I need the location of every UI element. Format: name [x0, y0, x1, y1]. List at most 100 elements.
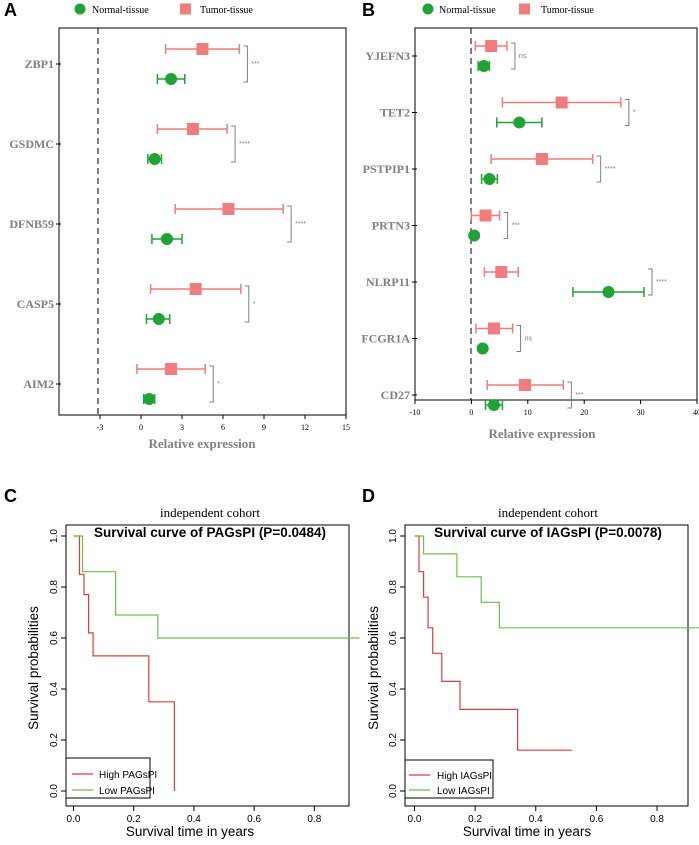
panel-a-xlabel: Relative expression	[149, 436, 257, 451]
panel-c-legend-high-label: High PAGsPI	[99, 770, 157, 781]
legend-a-normal-label: Normal-tissue	[92, 5, 149, 16]
panel-a-marks: -3 0 3 6 9 12 15 ZBP1 *** GSDMC **** DFNB59 **** CASP…	[9, 43, 350, 432]
panel-d-xtick-label: 0.4	[529, 814, 543, 825]
panel-b-category-label: PRTN3	[372, 219, 410, 233]
panel-d-ytick-label: 0.0	[388, 784, 399, 798]
panel-d-plot-frame	[404, 524, 689, 807]
legend-a-tumor-marker	[180, 3, 191, 15]
legend-b-normal-marker	[422, 3, 434, 15]
panel-d-xtick-label: 0.0	[408, 814, 422, 825]
panel-c-plot-frame	[65, 524, 350, 807]
panel-letter-a: A	[4, 0, 17, 20]
panel-c-ylabel: Survival probabilities	[26, 606, 41, 730]
panel-a-sig-bracket	[231, 125, 236, 163]
panel-b-category-label: YJEFN3	[365, 49, 410, 63]
panel-c-ytick-label: 0.2	[49, 733, 60, 747]
panel-c-title: Survival curve of PAGsPI (P=0.0484)	[94, 525, 326, 540]
legend-b-normal-label: Normal-tissue	[439, 5, 496, 16]
panel-b-xtick-label: 40	[693, 408, 699, 417]
panel-a-xtick-label: 0	[139, 423, 143, 432]
panel-b-marks: -10 0 10 20 30 40 YJEFN3 ns TET2 * PSTPIP1 **** PRTN…	[361, 40, 699, 417]
panel-a-tumor-marker	[165, 363, 178, 375]
panel-a-sig-label: *	[253, 301, 256, 308]
panel-b: Normal-tissue Tumor-tissue Relative expr…	[361, 3, 699, 441]
panel-d-high-curve	[414, 535, 573, 751]
panel-b-xtick-label: 10	[524, 408, 532, 417]
panel-b-normal-marker	[483, 173, 496, 185]
panel-d-xtick-label: 0.8	[650, 814, 664, 825]
panel-c-legend-low-label: Low PAGsPI	[99, 786, 155, 797]
panel-a-category-label: GSDMC	[9, 137, 54, 151]
panel-a-frame	[58, 27, 347, 416]
panel-d-legend-high-label: High IAGsPI	[437, 771, 492, 782]
panel-d-legend-box	[404, 759, 494, 799]
panel-d-title: Survival curve of IAGsPI (P=0.0078)	[434, 525, 662, 540]
panel-a-xtick-label: 9	[262, 423, 266, 432]
panel-b-xtick-label: 0	[469, 408, 473, 417]
panel-b-sig-bracket	[596, 155, 602, 183]
panel-d: independent cohort Survival curve of IAG…	[366, 505, 699, 839]
panel-a-xtick-label: 3	[180, 423, 184, 432]
panel-a-normal-marker	[148, 153, 161, 165]
panel-b-sig-label: ****	[605, 166, 616, 173]
panel-c-ytick-label: 0.0	[49, 784, 60, 798]
panel-a-sig-label: ****	[239, 141, 250, 148]
panel-d-legend-low-label: Low IAGsPI	[437, 786, 490, 797]
panel-b-tumor-marker	[487, 322, 500, 335]
panel-d-marks: 0.0 0.2 0.4 0.6 0.8 0.0 0.2 0.4 0.6 0.8 1.0	[388, 529, 699, 825]
panel-b-category-label: PSTPIP1	[363, 162, 410, 176]
panel-d-ytick-label: 0.8	[388, 580, 399, 594]
panel-c-legend-box	[65, 757, 151, 799]
panel-b-normal-marker	[468, 229, 481, 242]
panel-b-category-label: CD27	[381, 388, 410, 402]
panel-c-ytick-label: 0.8	[49, 580, 60, 594]
panel-b-normal-marker	[476, 342, 489, 355]
panel-b-tumor-marker	[555, 96, 568, 109]
panel-b-category-label: TET2	[380, 106, 410, 120]
panel-b-xtick-label: -10	[410, 408, 421, 417]
panel-b-sig-bracket	[503, 212, 509, 239]
panel-b-normal-marker	[602, 286, 615, 298]
panel-a-xtick-label: 12	[301, 423, 309, 432]
panel-a-xtick-label: -3	[97, 423, 104, 432]
panel-c-xtick-label: 0.0	[67, 814, 81, 825]
panel-a-normal-marker	[160, 233, 173, 245]
panel-b-tumor-marker	[495, 266, 508, 278]
panel-letter-c: C	[4, 486, 17, 506]
panel-b-sig-label: ns	[525, 336, 533, 343]
panel-c-high-curve	[73, 535, 175, 791]
legend-a-tumor-label: Tumor-tissue	[200, 5, 253, 16]
panel-b-sig-bracket	[567, 381, 572, 409]
panel-d-xlabel: Survival time in years	[463, 824, 592, 839]
panel-b-tumor-marker	[479, 209, 492, 222]
panel-a-sig-bracket	[209, 365, 214, 403]
panel-a-category-label: CASP5	[17, 297, 54, 311]
panel-b-sig-bracket	[510, 42, 516, 70]
panel-d-ytick-label: 0.2	[388, 733, 399, 747]
panel-c-xlabel: Survival time in years	[126, 824, 255, 839]
legend-a-normal-marker	[74, 3, 86, 15]
panel-b-sig-label: ***	[512, 223, 520, 230]
panel-d-low-curve	[414, 535, 699, 629]
panel-a-sig-bracket	[287, 205, 292, 243]
panel-letter-d: D	[362, 486, 375, 506]
panel-a-tumor-marker	[196, 43, 209, 55]
panel-a-tumor-marker	[186, 123, 199, 135]
panel-a-normal-marker	[143, 393, 156, 405]
panel-a-tumor-marker	[189, 283, 202, 295]
panel-d-xtick-label: 0.2	[468, 814, 482, 825]
panel-c-xtick-label: 0.8	[307, 814, 321, 825]
panel-a-tumor-marker	[222, 203, 235, 215]
panel-b-tumor-marker	[535, 153, 548, 165]
panel-d-xtick-label: 0.6	[589, 814, 603, 825]
panel-a-normal-marker	[165, 73, 178, 85]
panel-b-sig-label: ****	[656, 279, 667, 286]
panel-c-ytick-label: 0.4	[49, 682, 60, 696]
panel-c-low-curve	[73, 535, 360, 639]
panel-b-normal-marker	[477, 60, 490, 72]
panel-a-xtick-label: 6	[221, 423, 225, 432]
legend-b-tumor-marker	[519, 3, 530, 15]
panel-b-sig-bracket	[516, 325, 522, 352]
panel-d-subtitle: independent cohort	[498, 505, 598, 520]
panel-d-ytick-label: 0.6	[388, 631, 399, 645]
